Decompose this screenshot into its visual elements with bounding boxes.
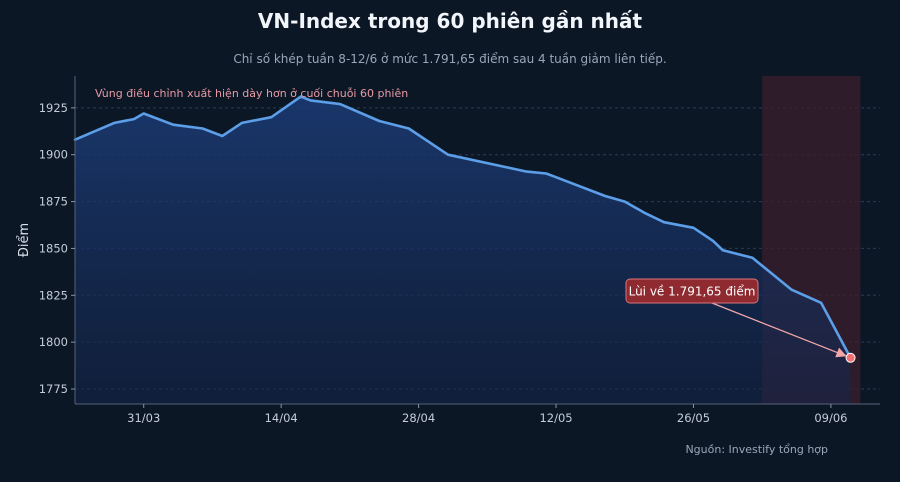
x-tick-label: 09/06: [814, 411, 847, 425]
x-tick-label: 26/05: [677, 411, 710, 425]
annotation-arrow: [711, 302, 847, 358]
y-tick-label: 1850: [39, 241, 68, 255]
y-tick-label: 1875: [39, 195, 68, 209]
source-note: Nguồn: Investify tổng hợp: [685, 443, 828, 456]
y-tick-label: 1925: [39, 101, 68, 115]
annotation-box: [625, 278, 759, 304]
y-tick-label: 1800: [39, 335, 68, 349]
y-tick-label: 1825: [39, 288, 68, 302]
x-ticks: 31/03 14/04 28/04 12/05 26/05 09/06: [127, 404, 847, 425]
x-tick-label: 31/03: [127, 411, 160, 425]
area-fill: [75, 96, 851, 404]
highlight-note: Vùng điều chỉnh xuất hiện dày hơn ở cuối…: [95, 87, 408, 100]
chart-subtitle: Chỉ số khép tuần 8-12/6 ở mức 1.791,65 đ…: [233, 52, 667, 66]
annotation-label: Lùi về 1.791,65 điểm: [629, 285, 756, 299]
end-point-marker: [845, 352, 856, 363]
y-tick-label: 1775: [39, 382, 68, 396]
series-line: [73, 95, 852, 360]
x-tick-label: 12/05: [539, 411, 572, 425]
y-axis-label: Điểm: [17, 223, 32, 257]
y-ticks: 1775 1800 1825 1850 1875 1900 1925: [39, 101, 75, 396]
chart-title: VN-Index trong 60 phiên gần nhất: [257, 9, 643, 33]
x-tick-label: 14/04: [265, 411, 298, 425]
y-tick-label: 1900: [39, 148, 68, 162]
x-tick-label: 28/04: [402, 411, 435, 425]
